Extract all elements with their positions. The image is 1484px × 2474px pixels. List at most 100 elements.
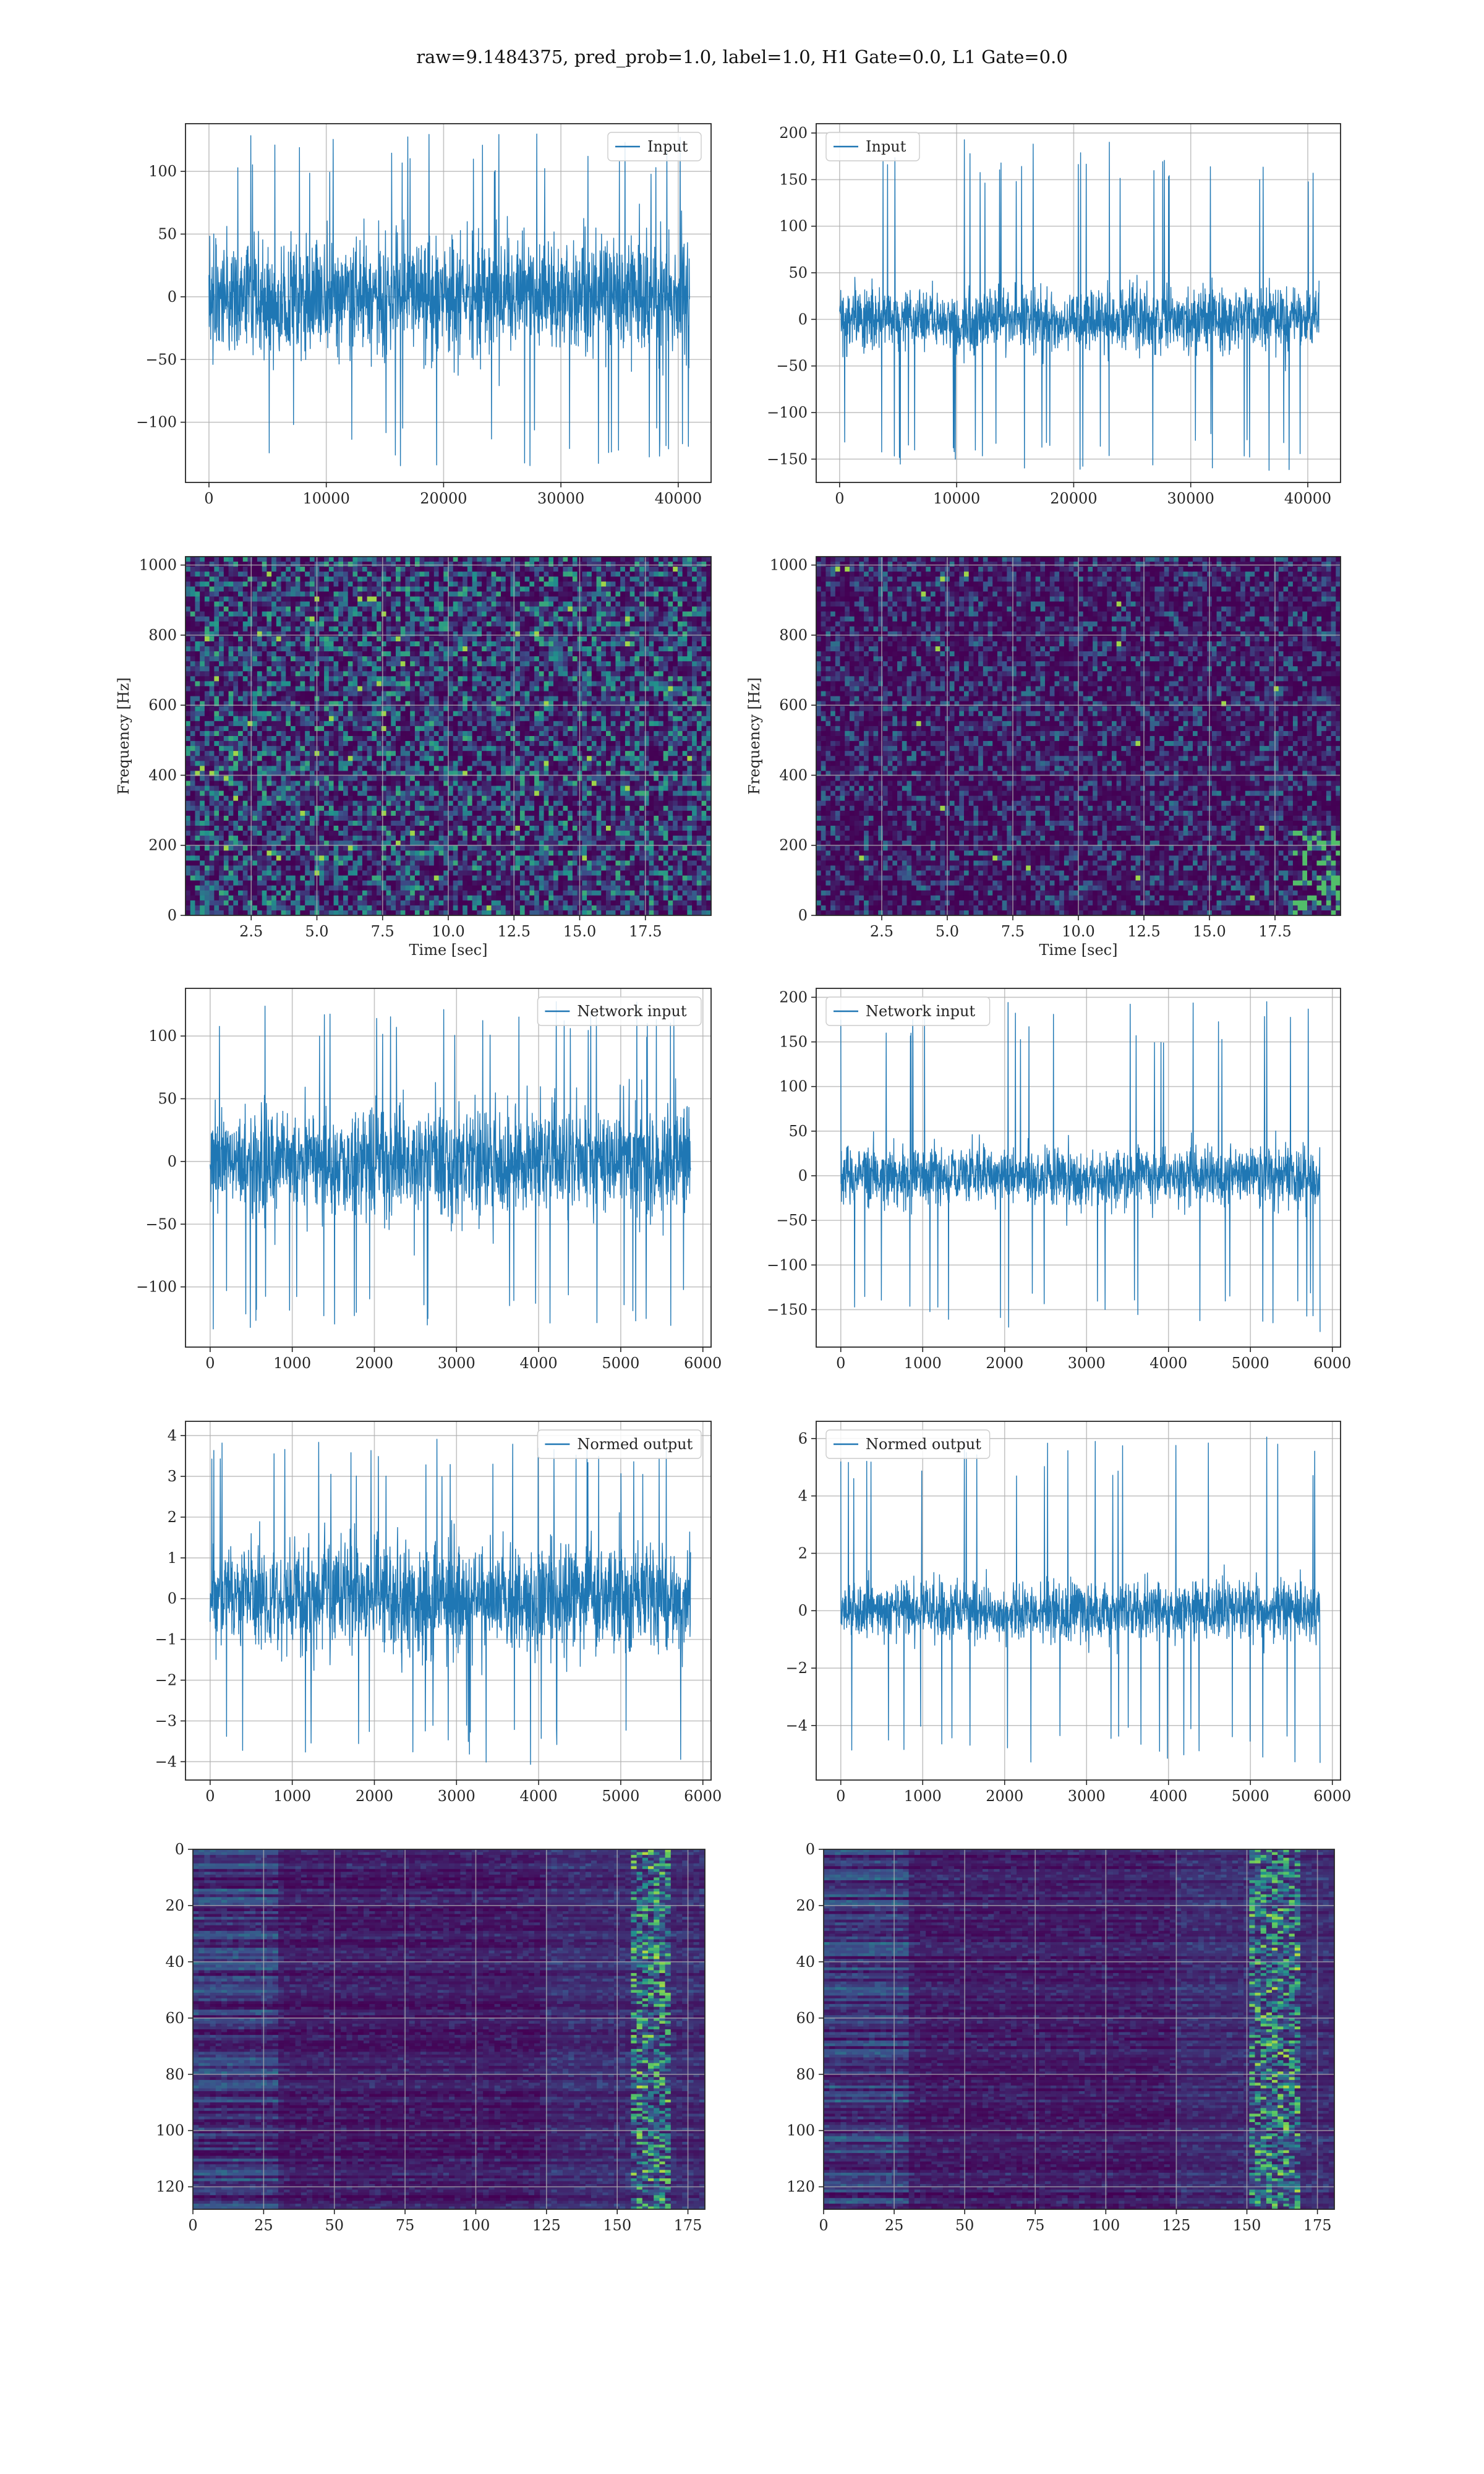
y-tick-label: 0 [168,907,177,924]
y-tick-label: −4 [155,1753,177,1770]
y-tick-label: 0 [798,310,808,328]
x-tick-label: 6000 [684,1787,722,1805]
y-tick-label: 80 [165,2066,184,2083]
plot-area [186,124,711,482]
y-tick-label: 150 [779,171,808,188]
tick-labels: 0 1000 2000 3000 4000 5000 6000 −100 −50 0 50 100 [136,1027,722,1372]
x-tick-label: 10.0 [1062,923,1094,940]
x-tick-label: 30000 [537,490,584,507]
x-tick-label: 2000 [356,1355,393,1372]
plot-area [824,1849,1334,2209]
y-tick-label: −150 [767,450,808,468]
figure-title: raw=9.1484375, pred_prob=1.0, label=1.0,… [416,46,1068,68]
x-tick-label: 0 [835,490,844,507]
y-tick-label: 120 [156,2178,184,2196]
x-tick-label: 5000 [602,1355,639,1372]
y-tick-label: 2 [798,1544,808,1562]
legend-label: Network input [577,1003,686,1020]
x-tick-label: 2.5 [870,923,893,940]
x-tick-label: 12.5 [1127,923,1160,940]
x-axis-label: Time [sec] [1039,941,1118,959]
panel-row5-right: 0 25 50 75 100 125 150 175 0 20 40 60 80 100 120 [787,1841,1335,2234]
y-tick-label: −2 [155,1672,177,1689]
y-tick-label: 400 [779,766,808,784]
y-tick-label: 0 [168,1590,177,1607]
y-tick-label: 600 [779,696,808,714]
plot-area [816,557,1341,915]
x-tick-label: 1000 [904,1355,942,1372]
y-tick-label: −100 [767,1256,808,1273]
heatmap-image [824,1849,1334,2209]
x-tick-label: 17.5 [629,923,662,940]
axes-frame [816,988,1341,1348]
y-tick-label: −150 [767,1301,808,1318]
x-tick-label: 75 [396,2217,415,2234]
x-tick-label: 20000 [420,490,467,507]
y-tick-label: 0 [175,1841,184,1858]
y-tick-label: 800 [148,627,177,644]
y-tick-label: 40 [165,1953,184,1971]
y-tick-label: 0 [168,288,177,306]
panel-row4-right: 0 1000 2000 3000 4000 5000 6000 −4 −2 0 2 4 6 Normed … [786,1421,1352,1805]
grid-lines [193,1849,705,2209]
y-tick-label: −100 [767,404,808,421]
axes-frame [816,1421,1341,1781]
y-tick-label: 200 [779,988,808,1006]
plot-area [186,988,711,1347]
tick-labels: 0 25 50 75 100 125 150 175 0 20 40 60 80 100 120 [156,1841,702,2234]
y-tick-label: −50 [776,1212,808,1229]
tick-labels: 0 1000 2000 3000 4000 5000 6000 −150 −100 −50 0 50 1… [767,988,1351,1372]
y-tick-label: 60 [796,2010,815,2027]
x-tick-label: 40000 [655,490,702,507]
panel-row1-right: 0 10000 20000 30000 40000 −150 −100 −50 0 50 100 15… [767,123,1341,507]
x-tick-label: 7.5 [1001,923,1025,940]
y-tick-label: 100 [148,1027,177,1045]
x-tick-label: 0 [836,1787,845,1805]
legend: Normed output [825,1429,991,1459]
x-tick-label: 3000 [1068,1787,1106,1805]
y-tick-label: 50 [788,1123,808,1140]
x-tick-label: 4000 [1149,1355,1187,1372]
tick-labels: 0 1000 2000 3000 4000 5000 6000 −4 −2 0 2 4 6 [786,1430,1352,1805]
y-tick-label: 100 [779,1078,808,1095]
legend-box [825,996,991,1026]
legend: Input [825,132,920,161]
legend-box [825,1429,991,1459]
x-tick-label: 7.5 [371,923,394,940]
y-tick-label: 150 [779,1034,808,1051]
series-line [840,1436,1321,1763]
axes-frame [192,1849,706,2210]
x-tick-label: 75 [1026,2217,1045,2234]
grid-lines [816,557,1341,915]
y-tick-label: 4 [168,1427,177,1444]
y-tick-label: 100 [156,2122,184,2139]
y-tick-label: 2 [168,1509,177,1526]
y-tick-label: 600 [148,696,177,714]
x-tick-label: 5.0 [936,923,959,940]
series-line [210,1001,691,1330]
legend-label: Input [866,138,906,155]
x-tick-label: 6000 [1313,1355,1351,1372]
y-tick-label: −50 [776,357,808,375]
x-tick-label: 0 [188,2217,197,2234]
x-tick-label: 15.0 [563,923,596,940]
x-tick-label: 1000 [273,1787,311,1805]
tick-labels: 2.5 5.0 7.5 10.0 12.5 15.0 17.5 0 200 400 600 800 10… [770,557,1292,940]
x-tick-label: 2000 [986,1787,1023,1805]
x-tick-label: 100 [1091,2217,1120,2234]
y-tick-label: 50 [158,225,177,242]
x-tick-label: 125 [532,2217,561,2234]
axes-frame [816,123,1341,483]
axes-frame [185,1421,712,1781]
x-tick-label: 12.5 [498,923,531,940]
y-tick-label: −4 [786,1717,808,1734]
grid-lines [824,1849,1334,2209]
x-tick-label: 3000 [1068,1355,1106,1372]
y-axis-label: Frequency [Hz] [746,677,763,795]
tick-labels: 0 1000 2000 3000 4000 5000 6000 −4 −3 −2 −1 0 1 2 3 4 [155,1427,722,1805]
y-tick-label: 120 [787,2178,815,2196]
y-axis-label: Frequency [Hz] [115,677,132,795]
plot-area [186,557,711,915]
heatmap-image [193,1849,705,2209]
y-tick-label: −100 [136,1278,177,1296]
